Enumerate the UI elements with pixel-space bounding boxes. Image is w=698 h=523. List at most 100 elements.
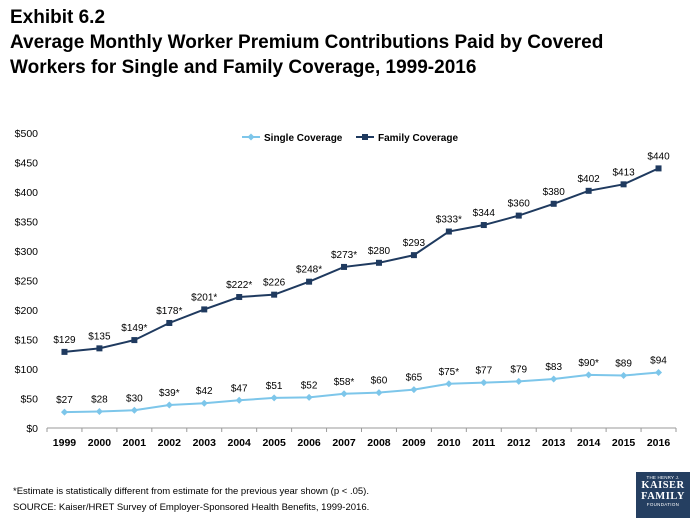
data-point-family [445,228,452,235]
data-label-single: $75* [439,367,460,378]
y-tick-label: $450 [15,158,39,170]
y-tick-label: $100 [15,364,39,376]
data-label-single: $47 [231,383,248,394]
chart-title-line-2: Workers for Single and Family Coverage, … [10,57,477,78]
legend-label: Family Coverage [378,133,458,144]
x-tick-label: 2010 [437,437,461,449]
x-tick-label: 2008 [367,437,391,449]
data-label-family: $280 [368,246,391,257]
logo-line-1: THE HENRY J. [646,475,680,480]
data-point-family [585,187,592,194]
data-label-family: $402 [578,174,601,185]
legend-label: Single Coverage [264,133,343,144]
data-point-family [236,294,243,301]
data-point-family [341,263,348,270]
data-point-family [306,278,313,285]
footnote: *Estimate is statistically different fro… [13,486,369,497]
logo-line-3: FAMILY [641,491,685,502]
data-point-single [165,401,173,409]
data-label-single: $27 [56,395,73,406]
data-label-single: $51 [266,381,283,392]
x-tick-label: 2011 [472,437,495,449]
data-point-single [410,386,418,394]
x-tick-label: 2003 [193,437,217,449]
data-label-family: $248* [296,265,322,276]
data-point-single [95,407,103,415]
series-line-family [64,167,659,353]
data-label-single: $60 [371,376,388,387]
x-tick-label: 2009 [402,437,426,449]
x-tick-label: 2000 [88,437,112,449]
data-label-single: $94 [650,356,667,367]
data-point-family [131,337,138,344]
x-tick-label: 2013 [542,437,566,449]
logo-line-2: KAISER [641,480,685,491]
data-label-family: $178* [156,306,182,317]
data-point-single [550,375,558,383]
data-label-single: $52 [301,380,318,391]
data-point-single [620,371,628,379]
chart-title-line-1: Average Monthly Worker Premium Contribut… [10,32,604,53]
data-label-family: $273* [331,250,357,261]
y-tick-label: $350 [15,217,39,229]
exhibit-label: Exhibit 6.2 [10,7,106,28]
y-tick-label: $300 [15,246,39,258]
data-label-family: $413 [612,167,635,178]
data-point-single [305,393,313,401]
data-point-family [271,291,278,298]
legend-marker [362,134,368,140]
data-point-family [201,306,208,313]
x-tick-label: 2006 [297,437,321,449]
data-point-family [550,200,557,207]
y-tick-label: $250 [15,276,39,288]
data-label-family: $440 [647,151,670,162]
x-tick-label: 2014 [577,437,601,449]
data-point-single [480,379,488,387]
data-label-single: $90* [578,358,599,369]
data-point-family [480,222,487,229]
x-tick-label: 2007 [332,437,356,449]
data-label-family: $226 [263,278,286,289]
y-tick-label: $400 [15,187,39,199]
x-tick-label: 2012 [507,437,531,449]
data-label-single: $39* [159,388,180,399]
data-point-family [410,252,417,259]
data-point-family [515,212,522,219]
data-label-family: $333* [436,215,462,226]
x-tick-label: 2005 [262,437,286,449]
data-label-single: $42 [196,386,213,397]
data-label-single: $30 [126,393,143,404]
data-label-family: $360 [508,199,531,210]
y-tick-label: $50 [20,394,38,406]
source-note: SOURCE: Kaiser/HRET Survey of Employer-S… [13,502,370,513]
data-point-family [96,345,103,352]
y-tick-label: $500 [15,128,39,140]
data-point-family [61,348,68,355]
title-block: Exhibit 6.2 Average Monthly Worker Premi… [10,6,690,80]
data-point-family [655,165,662,172]
series-line-single [64,371,659,414]
data-point-single [270,394,278,402]
y-tick-label: $200 [15,305,39,317]
data-label-single: $28 [91,394,108,405]
data-label-single: $77 [475,366,492,377]
y-tick-label: $0 [26,423,38,435]
data-point-single [130,406,138,414]
data-point-single [375,389,383,397]
data-label-family: $135 [88,331,111,342]
legend-marker [247,133,255,141]
data-label-family: $344 [473,208,496,219]
data-label-single: $58* [334,377,355,388]
data-label-family: $129 [53,335,76,346]
data-label-family: $293 [403,238,426,249]
x-tick-label: 2001 [123,437,147,449]
data-label-single: $79 [510,364,527,375]
data-point-single [445,380,453,388]
data-point-single [60,408,68,416]
y-tick-label: $150 [15,335,39,347]
x-tick-label: 2016 [647,437,671,449]
data-point-single [515,377,523,385]
data-point-family [620,181,627,188]
data-label-family: $222* [226,280,252,291]
